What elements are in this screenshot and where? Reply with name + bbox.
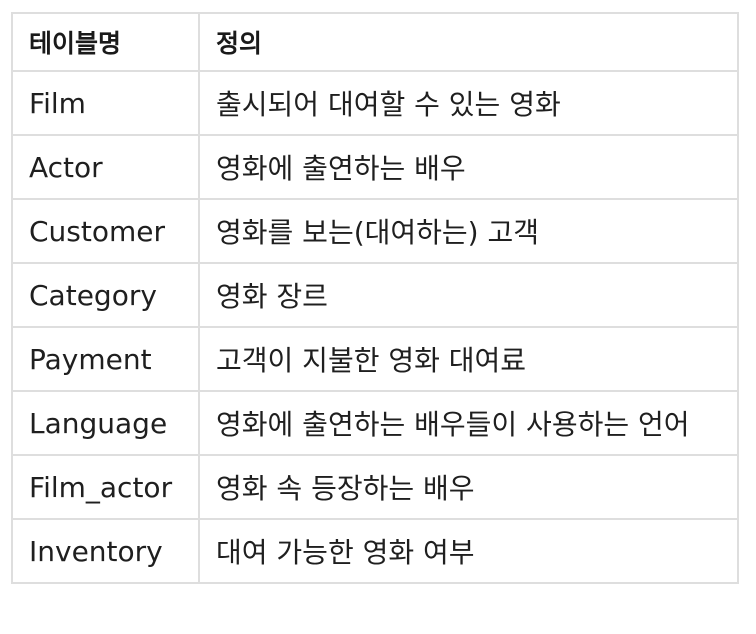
cell-table-name: Inventory: [11, 518, 200, 584]
cell-table-name: Film: [11, 70, 200, 136]
cell-table-name: Customer: [11, 198, 200, 264]
table-row: Language 영화에 출연하는 배우들이 사용하는 언어: [11, 390, 739, 456]
cell-definition: 대여 가능한 영화 여부: [198, 518, 739, 584]
cell-table-name: Actor: [11, 134, 200, 200]
table-header: 테이블명 정의: [11, 12, 739, 72]
cell-definition: 영화 장르: [198, 262, 739, 328]
cell-definition: 출시되어 대여할 수 있는 영화: [198, 70, 739, 136]
table-row: Inventory 대여 가능한 영화 여부: [11, 518, 739, 584]
table-row: Film_actor 영화 속 등장하는 배우: [11, 454, 739, 520]
cell-table-name: Payment: [11, 326, 200, 392]
table-row: Film 출시되어 대여할 수 있는 영화: [11, 70, 739, 136]
cell-definition: 영화를 보는(대여하는) 고객: [198, 198, 739, 264]
header-row: 테이블명 정의: [11, 12, 739, 72]
table-row: Customer 영화를 보는(대여하는) 고객: [11, 198, 739, 264]
cell-table-name: Language: [11, 390, 200, 456]
table-container: 테이블명 정의 Film 출시되어 대여할 수 있는 영화 Actor 영화에 …: [11, 12, 739, 584]
cell-definition: 고객이 지불한 영화 대여료: [198, 326, 739, 392]
definition-table: 테이블명 정의 Film 출시되어 대여할 수 있는 영화 Actor 영화에 …: [11, 12, 739, 584]
cell-table-name: Film_actor: [11, 454, 200, 520]
cell-definition: 영화에 출연하는 배우: [198, 134, 739, 200]
header-definition: 정의: [198, 12, 739, 72]
header-table-name: 테이블명: [11, 12, 200, 72]
cell-definition: 영화에 출연하는 배우들이 사용하는 언어: [198, 390, 739, 456]
table-body: Film 출시되어 대여할 수 있는 영화 Actor 영화에 출연하는 배우 …: [11, 70, 739, 584]
table-row: Payment 고객이 지불한 영화 대여료: [11, 326, 739, 392]
table-row: Actor 영화에 출연하는 배우: [11, 134, 739, 200]
cell-table-name: Category: [11, 262, 200, 328]
cell-definition: 영화 속 등장하는 배우: [198, 454, 739, 520]
table-row: Category 영화 장르: [11, 262, 739, 328]
